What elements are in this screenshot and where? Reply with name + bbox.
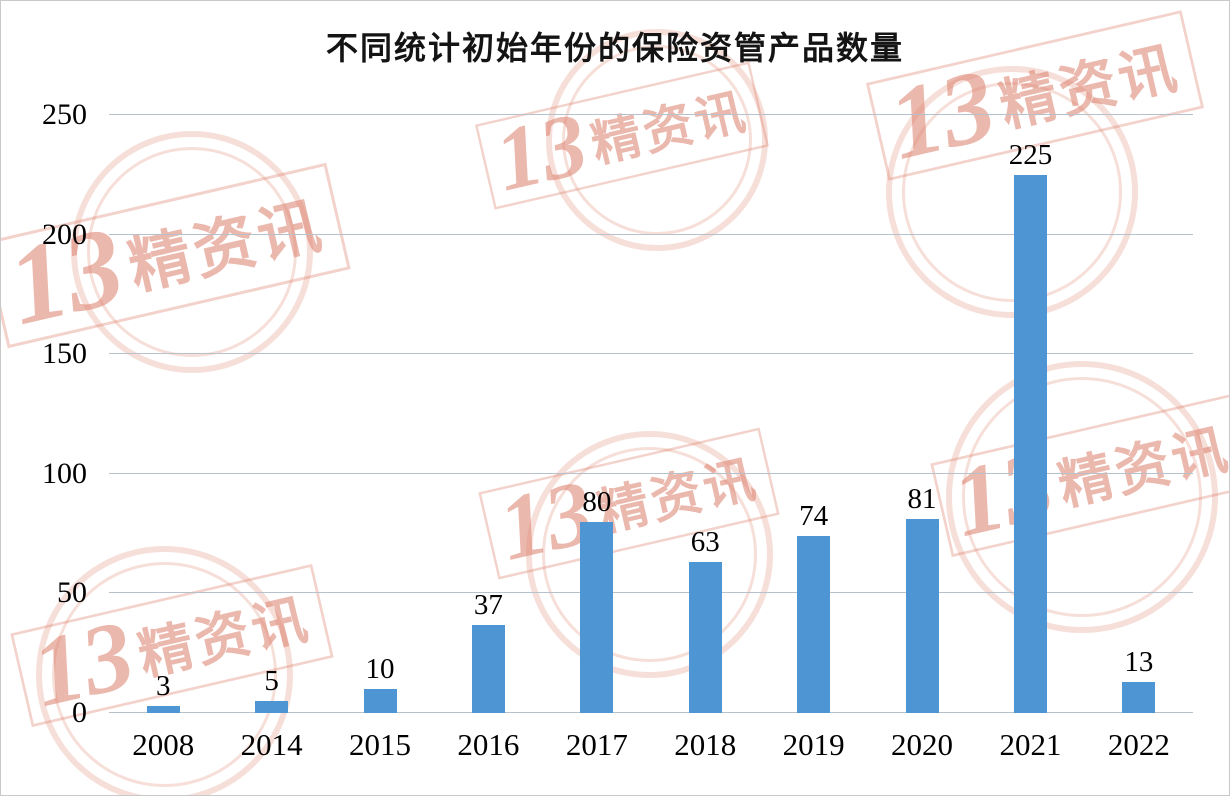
bar — [1122, 681, 1156, 713]
y-axis-tick-label: 200 — [42, 217, 87, 251]
bar-series: 3 5 10 37 80 63 74 81 225 13 — [109, 115, 1193, 713]
bar-value-label: 81 — [907, 483, 937, 516]
x-axis: 2008 2014 2015 2016 2017 2018 2019 2020 2021 2022 — [109, 727, 1193, 763]
bar — [363, 689, 397, 713]
chart-title: 不同统计初始年份的保险资管产品数量 — [325, 30, 904, 66]
bar — [580, 521, 614, 713]
bar — [146, 705, 180, 713]
bar-column: 3 — [109, 115, 217, 713]
x-axis-label: 2008 — [132, 727, 195, 762]
bar-column: 13 — [1085, 115, 1193, 713]
x-axis-label: 2019 — [782, 727, 845, 762]
x-axis-label: 2015 — [349, 727, 412, 762]
gridline — [109, 472, 1193, 474]
bar-column: 81 — [868, 115, 976, 713]
bar-column: 10 — [326, 115, 434, 713]
bar-column: 225 — [976, 115, 1084, 713]
x-axis-label: 2021 — [999, 727, 1062, 762]
bar — [255, 701, 289, 713]
bar-value-label: 74 — [799, 500, 829, 532]
bar-column: 80 — [543, 115, 651, 713]
x-axis-label: 2017 — [565, 727, 628, 762]
gridline — [109, 353, 1193, 355]
x-axis-label: 2020 — [891, 727, 954, 762]
gridline — [109, 114, 1193, 115]
gridline — [109, 233, 1193, 235]
bar-value-label: 5 — [264, 665, 279, 698]
gridline — [109, 712, 1193, 713]
bar-column: 5 — [217, 115, 325, 713]
bar-value-label: 225 — [1008, 138, 1053, 171]
gridline — [109, 592, 1193, 594]
bar-column: 37 — [434, 115, 542, 713]
bar — [471, 624, 505, 713]
y-axis-tick-label: 0 — [72, 696, 87, 729]
y-axis: 0 50 100 150 200 250 — [1, 100, 87, 728]
bar-value-label: 10 — [365, 653, 395, 686]
gridline-layer — [109, 114, 1193, 713]
bar — [1013, 174, 1047, 713]
bar — [688, 562, 722, 713]
y-axis-tick-label: 250 — [42, 98, 87, 131]
x-axis-label: 2018 — [674, 727, 737, 762]
bar-value-label: 37 — [473, 588, 503, 621]
bar-value-label: 80 — [582, 485, 612, 518]
x-axis-label: 2014 — [240, 727, 303, 762]
x-axis-label: 2022 — [1107, 727, 1170, 762]
y-axis-tick-label: 50 — [57, 576, 87, 610]
bar-column: 74 — [759, 115, 867, 713]
bar — [905, 519, 939, 713]
y-axis-tick-label: 100 — [42, 456, 87, 490]
bar-column: 63 — [651, 115, 759, 713]
bar — [797, 536, 831, 713]
bar-value-label: 63 — [690, 526, 720, 559]
bar-value-label: 13 — [1124, 645, 1154, 678]
bar-value-label: 3 — [155, 669, 171, 702]
x-axis-label: 2016 — [457, 727, 520, 762]
y-axis-tick-label: 150 — [42, 337, 87, 371]
plot-area: 3 5 10 37 80 63 74 81 225 13 — [109, 114, 1193, 713]
